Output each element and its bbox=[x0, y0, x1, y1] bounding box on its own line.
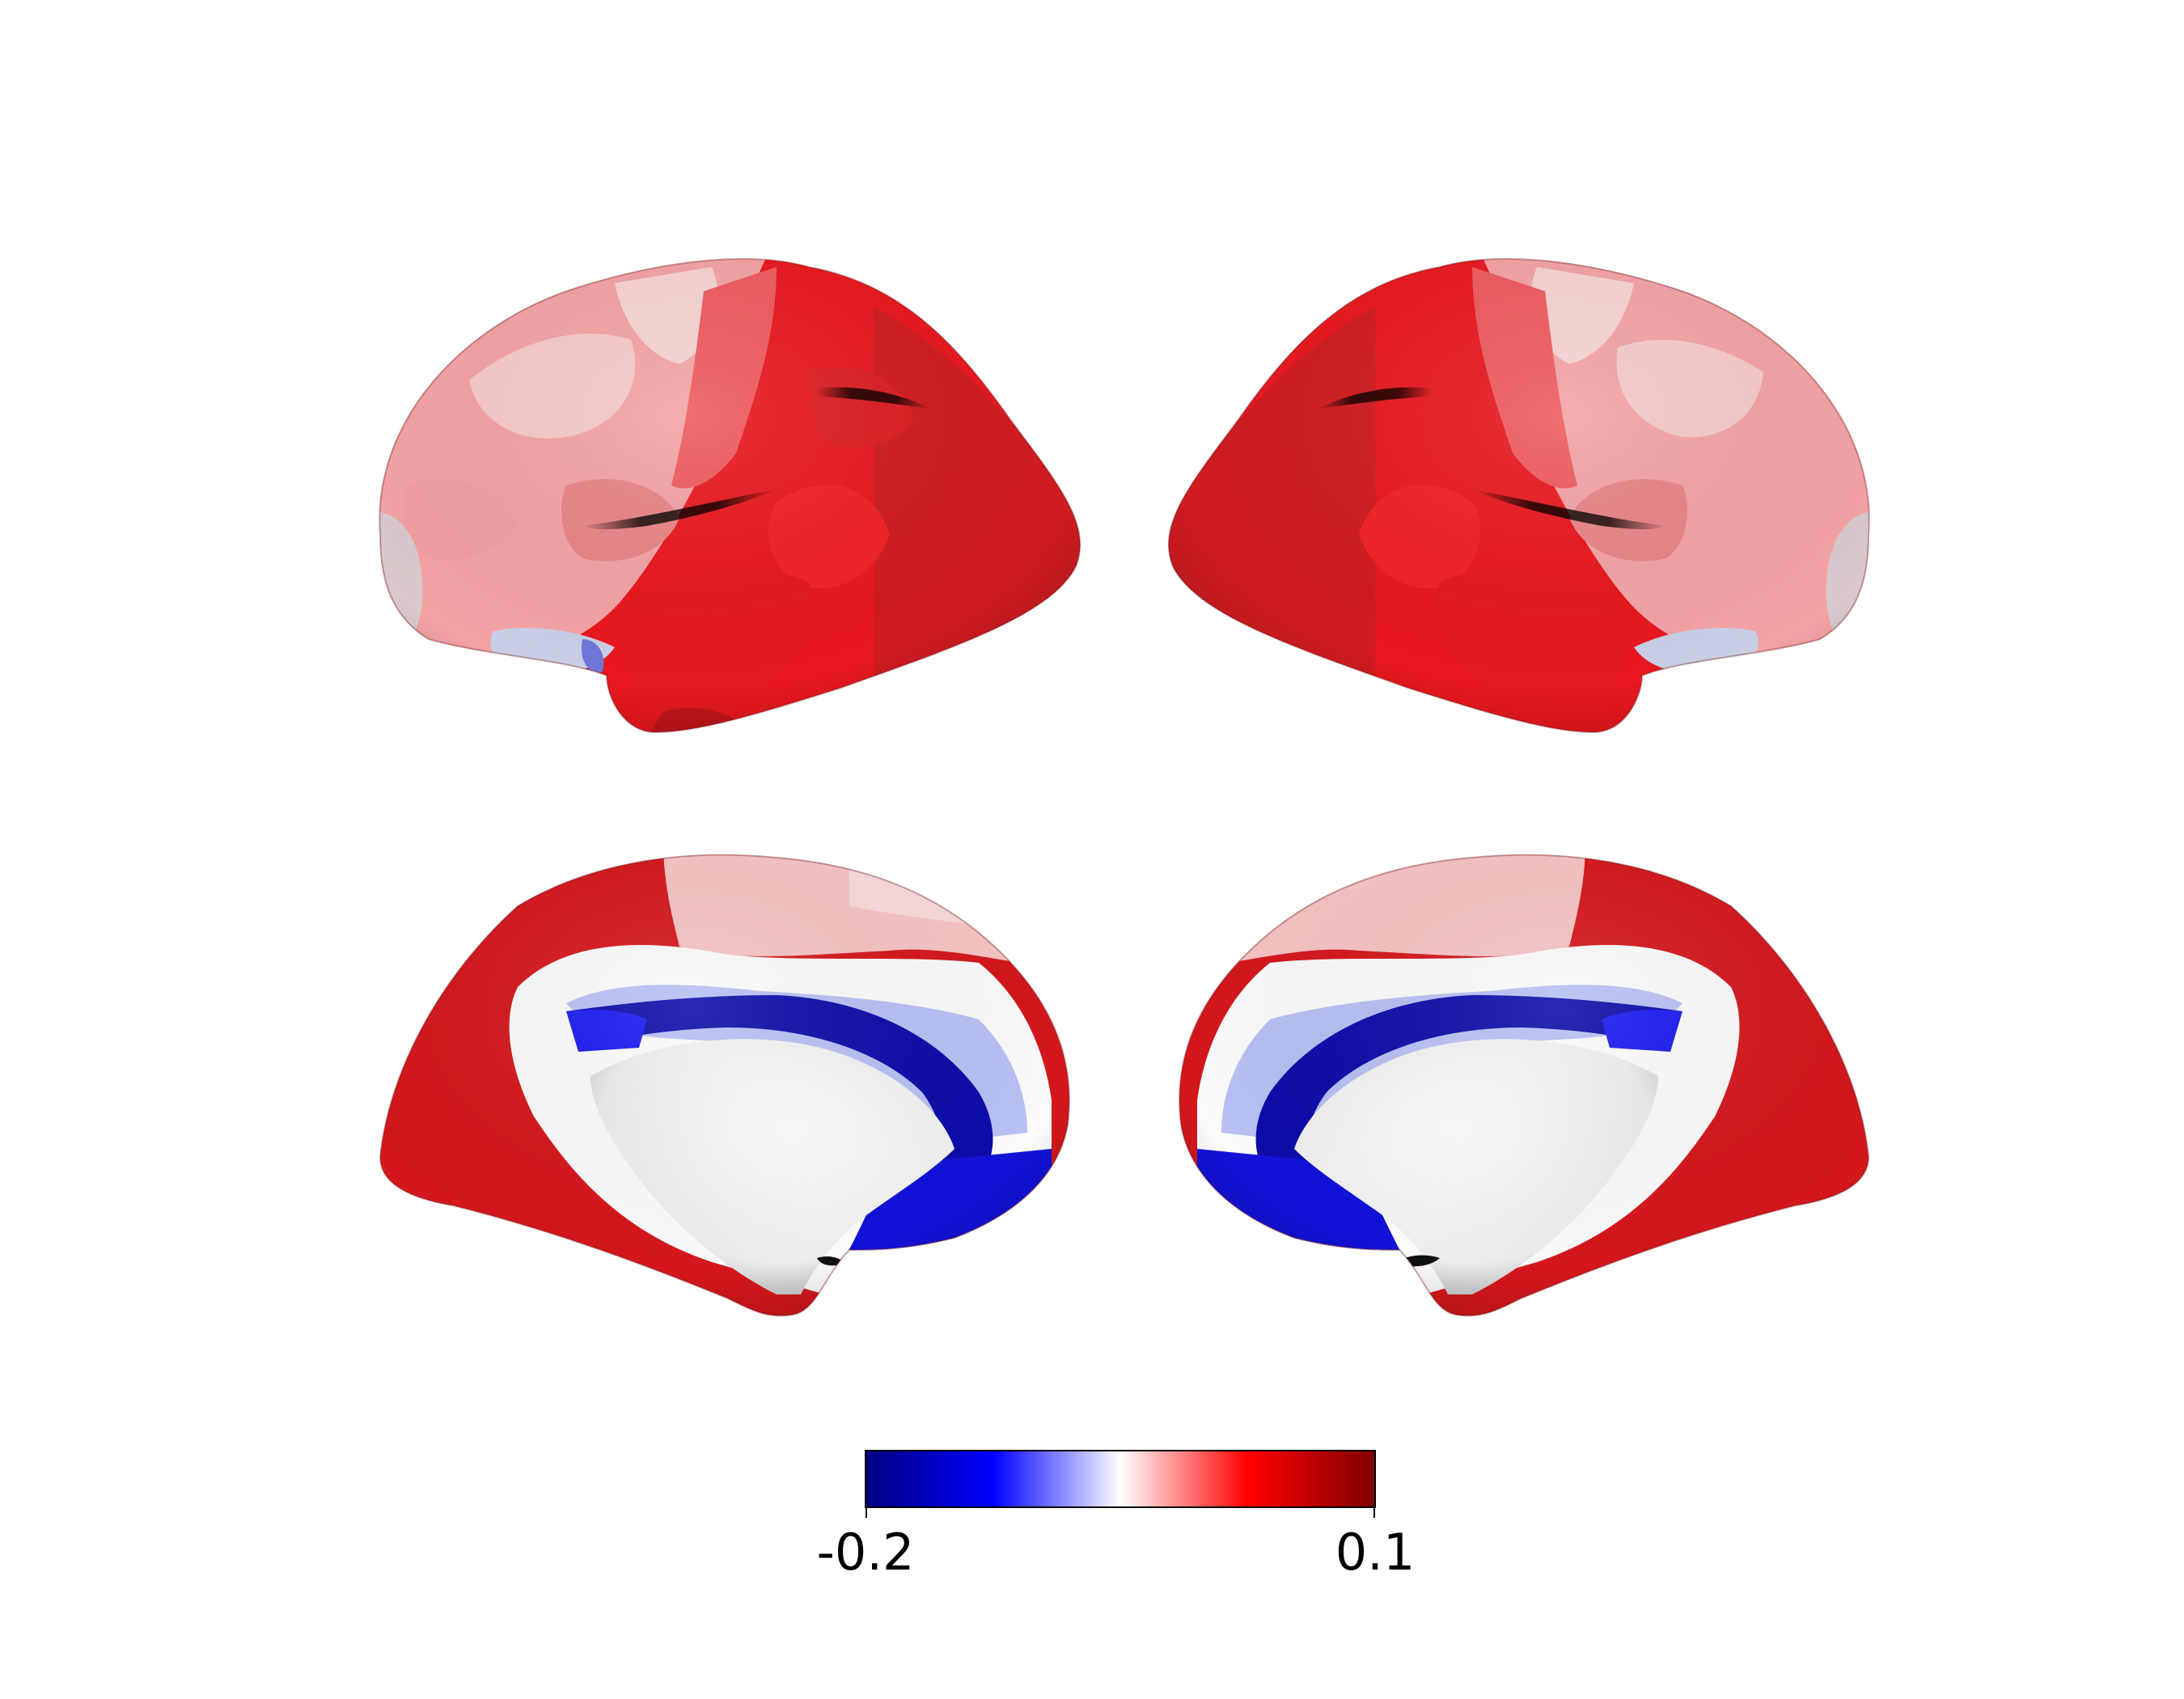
colorbar-bar bbox=[865, 1450, 1376, 1508]
colorbar-max-label: 0.1 bbox=[1335, 1523, 1416, 1582]
right-lateral-hemisphere bbox=[1167, 258, 1870, 733]
left-medial-hemisphere bbox=[379, 854, 1070, 1317]
colorbar-min-label: -0.2 bbox=[816, 1523, 915, 1582]
right-medial-hemisphere bbox=[1179, 854, 1869, 1317]
colorbar bbox=[865, 1450, 1376, 1518]
left-lateral-hemisphere bbox=[379, 258, 1081, 733]
